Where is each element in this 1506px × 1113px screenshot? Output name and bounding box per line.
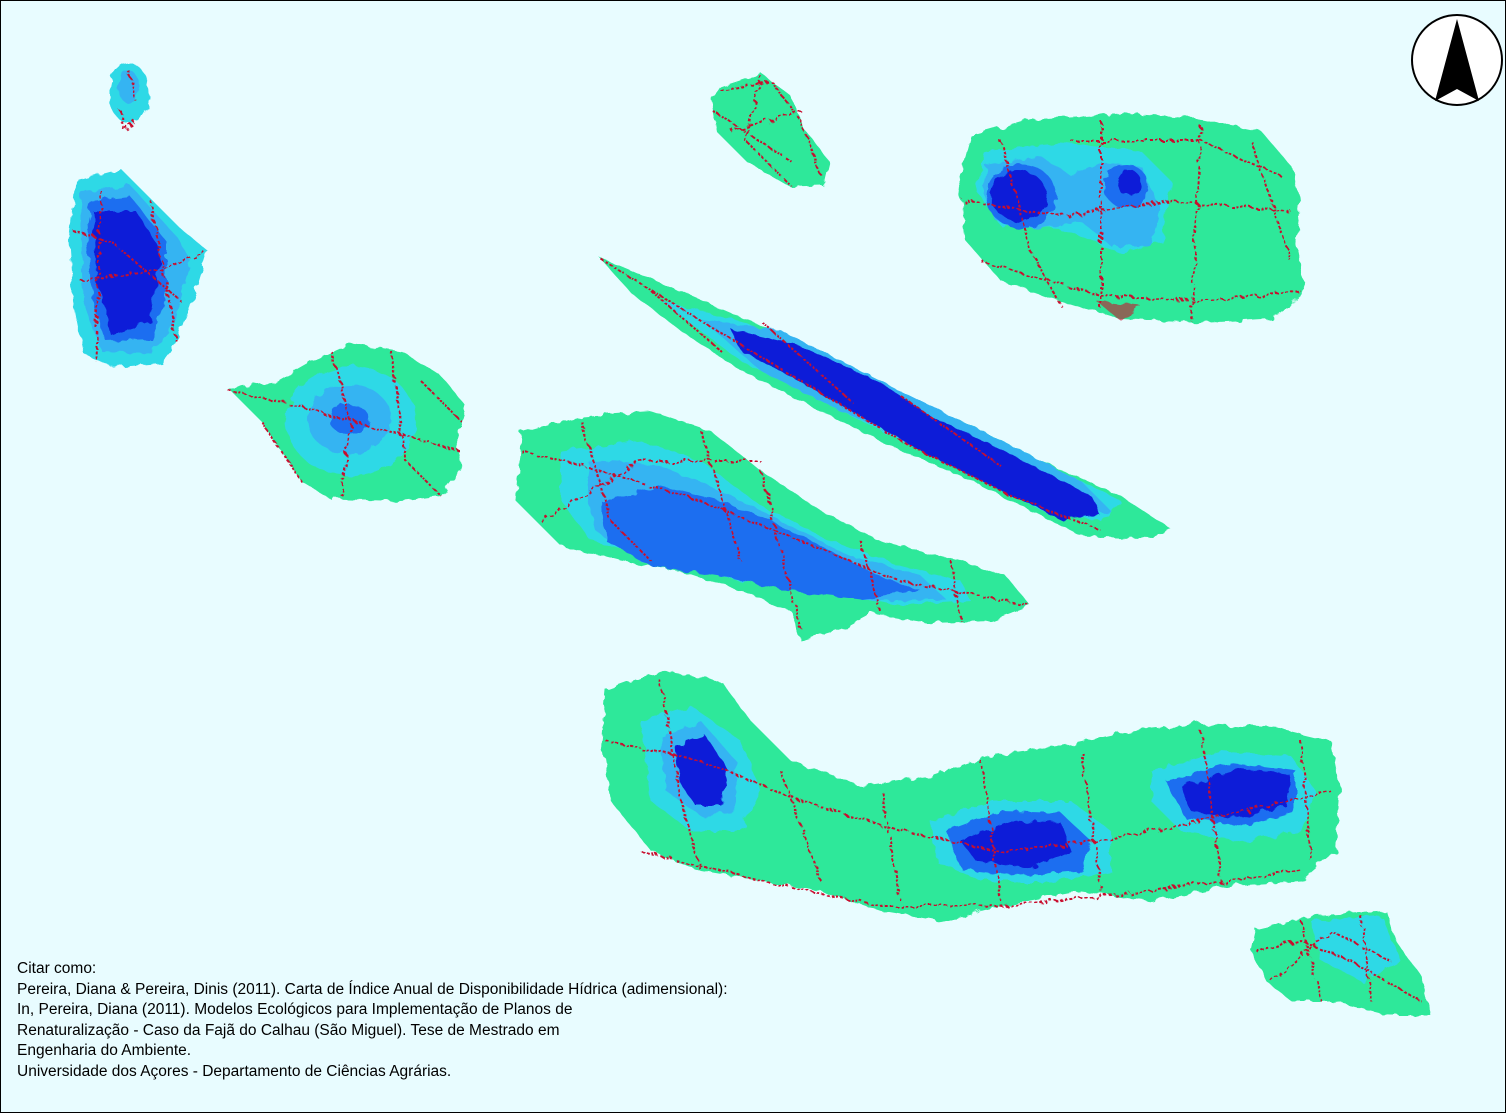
island-faial xyxy=(228,343,466,501)
citation-block: Citar como: Pereira, Diana & Pereira, Di… xyxy=(17,959,728,1082)
island-flores xyxy=(69,169,208,367)
island-corvo xyxy=(109,63,149,131)
citation-heading: Citar como: xyxy=(17,960,97,977)
citation-line: Renaturalização - Caso da Fajã do Calhau… xyxy=(17,1021,560,1039)
island-graciosa xyxy=(711,73,829,187)
citation-line: Engenharia do Ambiente. xyxy=(17,1042,192,1059)
island-sao-jorge xyxy=(599,257,1171,539)
island-santa-maria xyxy=(1251,911,1431,1016)
island-pico xyxy=(516,411,1032,641)
north-arrow-icon xyxy=(1411,14,1503,106)
island-sao-miguel xyxy=(601,671,1341,921)
citation-line: In, Pereira, Diana (2011). Modelos Ecoló… xyxy=(17,1001,573,1018)
citation-line: Universidade dos Açores - Departamento d… xyxy=(17,1062,452,1080)
island-terceira xyxy=(959,113,1306,323)
citation-line: Pereira, Diana & Pereira, Dinis (2011). … xyxy=(17,980,728,998)
